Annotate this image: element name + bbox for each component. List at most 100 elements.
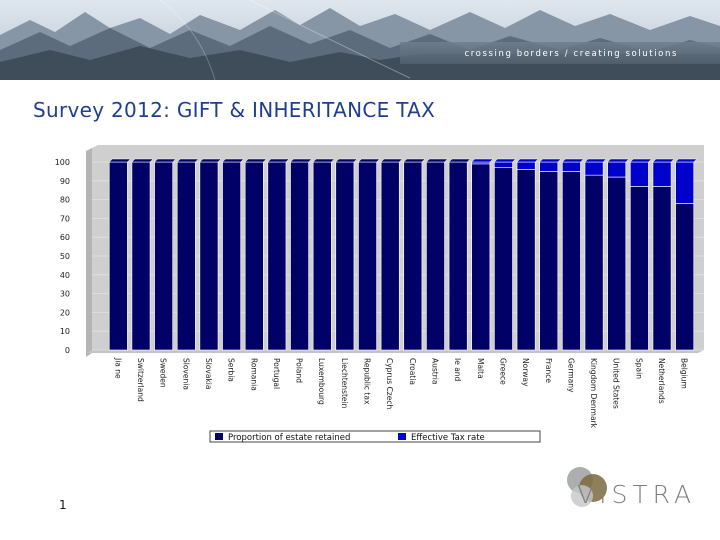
bar-top (652, 158, 675, 163)
y-tick-label: 30 (60, 290, 70, 299)
y-tick-label: 60 (60, 233, 70, 242)
header-tagline: crossing borders / creating solutions (464, 49, 678, 59)
bar-retained (290, 161, 309, 351)
x-tick-label: Belgium (680, 358, 689, 389)
bar-top (403, 158, 426, 163)
x-tick-label: Poland (295, 358, 304, 383)
x-tick-label: Netherlands (657, 358, 666, 404)
y-tick-label: 40 (60, 271, 70, 280)
bar-effective-tax (630, 161, 649, 187)
y-tick-label: 50 (60, 252, 70, 261)
bar-effective-tax (675, 161, 695, 204)
x-tick-label: Malta (476, 358, 485, 379)
x-tick-label: Greece (498, 358, 507, 385)
bar-retained (335, 161, 355, 351)
bar-retained (584, 174, 604, 351)
bar-top (357, 158, 381, 163)
bar-retained (176, 161, 196, 351)
legend-swatch-effective (398, 433, 406, 440)
bar-top (289, 158, 313, 163)
bar-retained (199, 161, 219, 351)
bar-effective-tax (607, 161, 627, 178)
bar-retained (630, 186, 649, 351)
bar-effective-tax (471, 161, 491, 165)
x-tick-label: Norway (521, 358, 530, 387)
x-tick-label: Slovakia (204, 358, 213, 390)
vistra-logo-mark (567, 467, 607, 507)
bar-effective-tax (584, 161, 604, 176)
bar-retained (131, 161, 151, 351)
x-tick-label: Sweden (159, 358, 168, 388)
x-tick-label: Serbia (227, 358, 236, 382)
bar-retained (244, 161, 264, 351)
bar-effective-tax (562, 161, 581, 172)
bar-retained (154, 161, 173, 351)
header-banner (0, 0, 720, 80)
x-tick-label: Ie and (453, 358, 462, 382)
x-tick-label: Slovenia (181, 358, 190, 390)
page-number: 1 (59, 498, 67, 512)
bar-top (380, 158, 403, 163)
slide-title: Survey 2012: GIFT & INHERITANCE TAX (33, 98, 436, 122)
y-tick-label: 10 (60, 327, 70, 336)
bar-top (335, 158, 358, 163)
y-tick-label: 80 (60, 196, 70, 205)
bar-effective-tax (652, 161, 672, 187)
x-tick-label: Jia ne (113, 357, 122, 379)
bar-top (244, 158, 267, 163)
bar-retained (471, 163, 491, 351)
x-axis-labels: Jia ne Switzerland Sweden Slovenia Slovakia S… (113, 357, 688, 429)
bar-top (539, 158, 562, 163)
bar-retained (607, 176, 627, 351)
x-tick-label: Liechtenstein (340, 358, 349, 409)
bar-retained (267, 161, 287, 351)
bar-top (607, 158, 630, 163)
bar-effective-tax (539, 161, 559, 172)
bar-top (561, 158, 585, 163)
bar-effective-tax (516, 161, 536, 170)
logo-text: VISTRA (577, 480, 697, 509)
bar-retained (403, 161, 423, 351)
bar-top (471, 158, 494, 163)
bar-top (267, 158, 290, 163)
x-tick-label: Austria (430, 358, 439, 385)
x-tick-label: Switzerland (136, 358, 145, 402)
y-tick-label: 70 (60, 214, 70, 223)
bar-retained (652, 186, 672, 351)
x-tick-label: Kingdom Denmark (589, 358, 598, 429)
bar-effective-tax (494, 161, 513, 168)
x-tick-label: Luxembourg (317, 358, 326, 405)
bar-top (199, 158, 222, 163)
bar-retained (312, 161, 332, 351)
bar-top (108, 158, 131, 163)
x-tick-label: Cyprus Czech (385, 358, 394, 409)
bar-top (675, 158, 698, 163)
bar-retained (222, 161, 241, 351)
bar-retained (675, 203, 695, 351)
y-tick-label: 90 (60, 177, 70, 186)
bar-retained (516, 169, 536, 351)
legend: Proportion of estate retained Effective … (209, 430, 541, 443)
bar-top (448, 158, 471, 163)
bar-retained (426, 161, 445, 351)
legend-label-retained: Proportion of estate retained (228, 433, 350, 443)
x-tick-label: Germany (566, 358, 575, 393)
y-tick-label: 0 (65, 346, 70, 355)
y-tick-label: 100 (55, 158, 70, 167)
x-tick-label: Republic tax (363, 358, 372, 405)
x-tick-label: Portugal (272, 358, 281, 389)
bar-top (584, 158, 607, 163)
legend-swatch-retained (215, 433, 223, 440)
bar-top (221, 158, 245, 163)
bar-retained (539, 171, 559, 351)
bar-retained (358, 161, 377, 351)
bar-top (493, 158, 517, 163)
bar-top (176, 158, 199, 163)
y-tick-label: 20 (60, 308, 70, 317)
x-tick-label: United States (612, 358, 621, 409)
x-tick-label: Romania (249, 358, 258, 391)
bar-retained (108, 161, 128, 351)
bar-top (312, 158, 335, 163)
